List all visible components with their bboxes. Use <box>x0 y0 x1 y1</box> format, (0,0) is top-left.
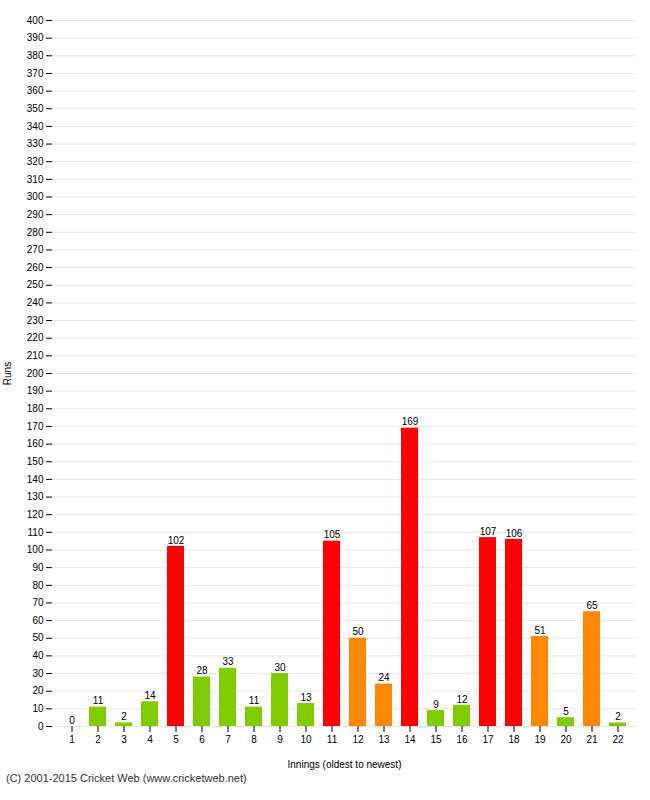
svg-text:180: 180 <box>27 403 44 414</box>
svg-text:33: 33 <box>222 656 234 667</box>
svg-text:9: 9 <box>277 734 283 745</box>
svg-text:7: 7 <box>225 734 231 745</box>
svg-text:Runs: Runs <box>2 362 13 385</box>
svg-text:169: 169 <box>402 416 419 427</box>
svg-text:390: 390 <box>27 32 44 43</box>
svg-text:3: 3 <box>121 734 127 745</box>
svg-text:360: 360 <box>27 85 44 96</box>
svg-text:100: 100 <box>27 544 44 555</box>
svg-text:5: 5 <box>563 706 569 717</box>
svg-text:250: 250 <box>27 279 44 290</box>
svg-text:120: 120 <box>27 509 44 520</box>
svg-text:Innings (oldest to newest): Innings (oldest to newest) <box>288 759 402 770</box>
svg-text:130: 130 <box>27 491 44 502</box>
svg-text:65: 65 <box>586 600 598 611</box>
svg-text:140: 140 <box>27 474 44 485</box>
html-text:(C) 2001-2015 Cricket Web (www: (C) 2001-2015 Cricket Web (www.cricketwe… <box>6 772 247 784</box>
svg-text:16: 16 <box>456 734 468 745</box>
svg-text:8: 8 <box>251 734 257 745</box>
svg-text:40: 40 <box>32 650 44 661</box>
svg-text:170: 170 <box>27 421 44 432</box>
svg-text:400: 400 <box>27 15 44 26</box>
svg-text:9: 9 <box>433 699 439 710</box>
svg-text:14: 14 <box>144 690 156 701</box>
svg-text:340: 340 <box>27 121 44 132</box>
svg-text:320: 320 <box>27 156 44 167</box>
svg-text:190: 190 <box>27 385 44 396</box>
svg-text:20: 20 <box>32 685 44 696</box>
svg-text:10: 10 <box>32 703 44 714</box>
svg-text:6: 6 <box>199 734 205 745</box>
svg-text:10: 10 <box>300 734 312 745</box>
svg-text:102: 102 <box>168 535 185 546</box>
svg-text:0: 0 <box>38 721 44 732</box>
svg-text:12: 12 <box>456 694 468 705</box>
svg-text:50: 50 <box>352 626 364 637</box>
svg-text:18: 18 <box>508 734 520 745</box>
svg-text:2: 2 <box>615 711 621 722</box>
svg-text:380: 380 <box>27 50 44 61</box>
svg-text:210: 210 <box>27 350 44 361</box>
svg-text:290: 290 <box>27 209 44 220</box>
svg-text:30: 30 <box>274 662 286 673</box>
svg-text:20: 20 <box>560 734 572 745</box>
svg-text:0: 0 <box>69 715 75 726</box>
svg-text:110: 110 <box>28 527 44 538</box>
svg-text:106: 106 <box>506 528 523 539</box>
svg-text:270: 270 <box>27 244 44 255</box>
svg-text:70: 70 <box>32 597 44 608</box>
svg-text:160: 160 <box>27 438 44 449</box>
svg-text:220: 220 <box>27 332 44 343</box>
svg-text:28: 28 <box>196 665 208 676</box>
svg-text:2: 2 <box>121 711 127 722</box>
svg-text:90: 90 <box>32 562 44 573</box>
svg-text:4: 4 <box>147 734 153 745</box>
svg-text:13: 13 <box>300 692 312 703</box>
svg-text:80: 80 <box>32 580 44 591</box>
svg-text:60: 60 <box>32 615 44 626</box>
svg-text:50: 50 <box>32 632 44 643</box>
svg-text:240: 240 <box>27 297 44 308</box>
svg-text:15: 15 <box>430 734 442 745</box>
svg-text:19: 19 <box>534 734 546 745</box>
svg-text:350: 350 <box>27 103 44 114</box>
svg-text:11: 11 <box>327 734 338 745</box>
svg-text:260: 260 <box>27 262 44 273</box>
svg-text:105: 105 <box>324 529 341 540</box>
svg-text:370: 370 <box>27 68 44 79</box>
svg-text:11: 11 <box>249 695 260 706</box>
svg-text:14: 14 <box>404 734 416 745</box>
svg-text:150: 150 <box>27 456 44 467</box>
svg-text:22: 22 <box>612 734 624 745</box>
svg-text:330: 330 <box>27 138 44 149</box>
svg-text:13: 13 <box>378 734 390 745</box>
svg-text:280: 280 <box>27 227 44 238</box>
svg-text:300: 300 <box>27 191 44 202</box>
svg-text:24: 24 <box>378 672 390 683</box>
svg-text:17: 17 <box>482 734 494 745</box>
svg-text:230: 230 <box>27 315 44 326</box>
svg-text:5: 5 <box>173 734 179 745</box>
svg-text:200: 200 <box>27 368 44 379</box>
svg-text:51: 51 <box>534 625 546 636</box>
svg-text:2: 2 <box>95 734 101 745</box>
svg-text:107: 107 <box>480 526 497 537</box>
svg-text:11: 11 <box>93 695 104 706</box>
svg-text:21: 21 <box>586 734 598 745</box>
svg-text:310: 310 <box>27 174 44 185</box>
svg-text:12: 12 <box>352 734 364 745</box>
svg-text:1: 1 <box>69 734 75 745</box>
svg-text:30: 30 <box>32 668 44 679</box>
